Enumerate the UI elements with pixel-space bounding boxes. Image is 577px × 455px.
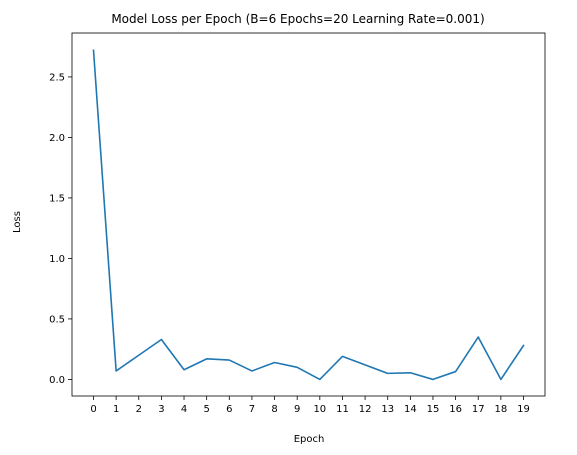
x-tick-label: 17 [472,404,485,415]
x-tick-label: 1 [113,404,119,415]
y-tick-label: 0.5 [49,314,65,325]
x-tick-label: 15 [427,404,440,415]
series-layer [92,49,525,381]
y-tick-label: 1.5 [49,193,65,204]
x-tick-label: 7 [249,404,255,415]
x-tick-label: 16 [449,404,462,415]
x-tick-label: 8 [271,404,277,415]
x-axis: 0 1 2 3 4 5 6 7 8 9 10 11 12 13 14 15 16 17 18 19 [90,396,530,415]
x-tick-label: 0 [90,404,96,415]
x-tick-label: 9 [294,404,300,415]
x-axis-label: Epoch [294,434,325,445]
x-tick-label: 6 [226,404,232,415]
x-tick-label: 13 [381,404,394,415]
y-axis-label: Loss [12,211,23,233]
y-tick-label: 0.0 [49,375,65,386]
loss-line [92,49,525,381]
plot-area [71,32,546,397]
x-tick-label: 11 [336,404,349,415]
y-tick-label: 2.0 [49,133,65,144]
x-tick-label: 2 [136,404,142,415]
x-tick-label: 5 [203,404,209,415]
chart-title: Model Loss per Epoch (B=6 Epochs=20 Lear… [111,12,484,26]
y-tick-label: 1.0 [49,254,65,265]
y-axis: 0.0 0.5 1.0 1.5 2.0 2.5 [49,72,72,386]
x-tick-label: 18 [495,404,508,415]
x-tick-label: 12 [359,404,372,415]
plot-frame [71,32,546,397]
x-tick-label: 3 [158,404,164,415]
x-tick-label: 4 [181,404,187,415]
x-tick-label: 14 [404,404,417,415]
x-tick-label: 19 [517,404,530,415]
y-tick-label: 2.5 [49,72,65,83]
x-tick-label: 10 [313,404,326,415]
